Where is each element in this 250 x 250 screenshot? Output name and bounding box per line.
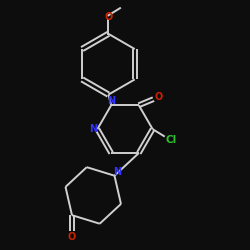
Text: O: O xyxy=(154,92,162,102)
Text: N: N xyxy=(113,167,121,177)
Text: O: O xyxy=(68,232,76,242)
Text: N: N xyxy=(90,124,98,134)
Text: O: O xyxy=(104,12,112,22)
Text: Cl: Cl xyxy=(166,135,177,145)
Text: N: N xyxy=(107,96,115,106)
